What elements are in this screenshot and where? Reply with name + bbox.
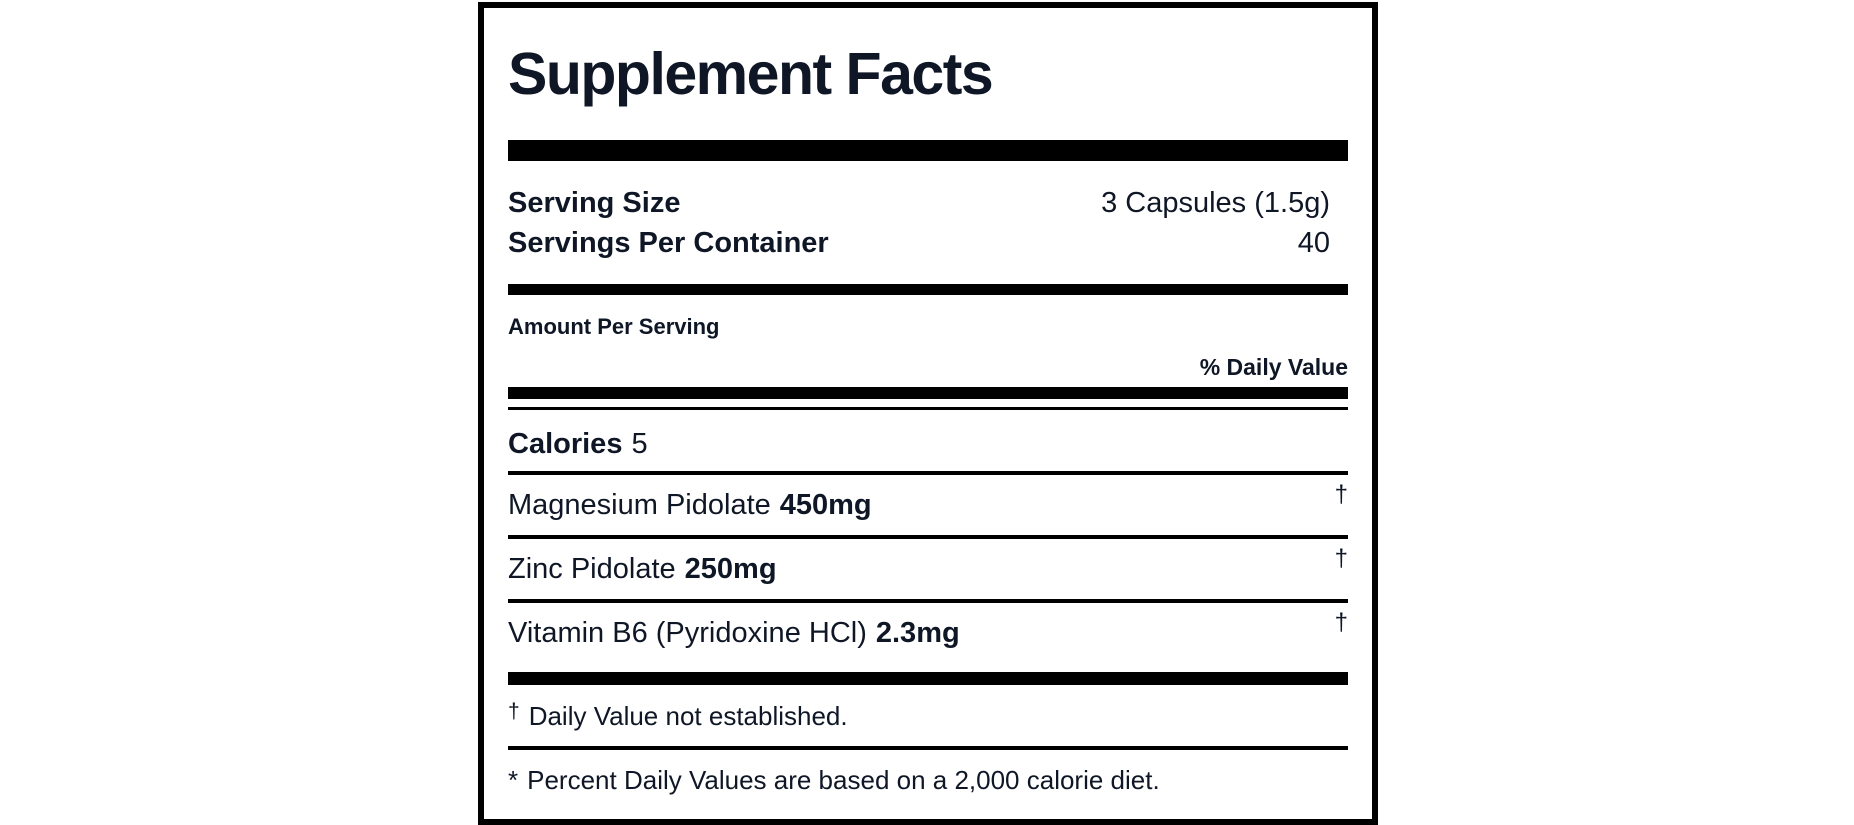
divider-bar-footnotes: [508, 672, 1348, 685]
daily-value-dagger: †: [1334, 481, 1348, 508]
nutrient-row-zinc: Zinc Pidolate 250mg †: [508, 539, 1348, 599]
footnote-text: Daily Value not established.: [528, 701, 848, 731]
serving-info-section: Serving Size 3 Capsules (1.5g) Servings …: [508, 183, 1348, 263]
asterisk-symbol: *: [508, 765, 519, 795]
serving-size-value: 3 Capsules (1.5g): [1101, 187, 1330, 219]
servings-per-container-row: Servings Per Container 40: [508, 223, 1348, 263]
divider-thin-rule: [508, 407, 1348, 410]
nutrient-amount: 250mg: [684, 552, 777, 585]
calories-label: Calories: [508, 428, 623, 460]
nutrient-name-amount: Magnesium Pidolate 450mg: [508, 489, 872, 522]
nutrient-name: Zinc Pidolate: [508, 552, 676, 585]
calories-row: Calories 5: [508, 424, 1348, 464]
servings-per-container-label: Servings Per Container: [508, 227, 829, 259]
nutrient-amount: 450mg: [779, 488, 872, 521]
percent-daily-value-header: % Daily Value: [1199, 354, 1348, 380]
divider-bar-header: [508, 387, 1348, 399]
divider-bar-serving: [508, 284, 1348, 295]
daily-value-dagger: †: [1334, 609, 1348, 636]
dagger-symbol: †: [508, 700, 520, 723]
footnote-text: Percent Daily Values are based on a 2,00…: [527, 765, 1160, 795]
nutrient-name-amount: Vitamin B6 (Pyridoxine HCl) 2.3mg: [508, 617, 960, 650]
nutrient-row-magnesium: Magnesium Pidolate 450mg †: [508, 475, 1348, 535]
row-divider: [508, 471, 1348, 475]
footnote-dagger: † Daily Value not established.: [508, 700, 1348, 735]
nutrient-amount: 2.3mg: [875, 616, 960, 649]
row-divider: [508, 599, 1348, 603]
nutrient-name: Vitamin B6 (Pyridoxine HCl): [508, 616, 867, 649]
serving-size-label: Serving Size: [508, 187, 681, 219]
panel-title: Supplement Facts: [508, 41, 994, 107]
divider-bar-top: [508, 140, 1348, 161]
nutrient-name: Magnesium Pidolate: [508, 488, 771, 521]
row-divider: [508, 535, 1348, 539]
calories-value: 5: [631, 428, 648, 460]
footnote-divider: [508, 746, 1348, 750]
daily-value-dagger: †: [1334, 545, 1348, 572]
nutrient-name-amount: Zinc Pidolate 250mg: [508, 553, 777, 586]
nutrient-row-vitamin-b6: Vitamin B6 (Pyridoxine HCl) 2.3mg †: [508, 603, 1348, 663]
amount-per-serving-header: Amount Per Serving: [508, 314, 720, 339]
supplement-facts-panel: Supplement Facts Serving Size 3 Capsules…: [478, 2, 1378, 825]
footnote-asterisk: * Percent Daily Values are based on a 2,…: [508, 764, 1348, 796]
servings-per-container-value: 40: [1297, 227, 1330, 259]
serving-size-row: Serving Size 3 Capsules (1.5g): [508, 183, 1348, 223]
